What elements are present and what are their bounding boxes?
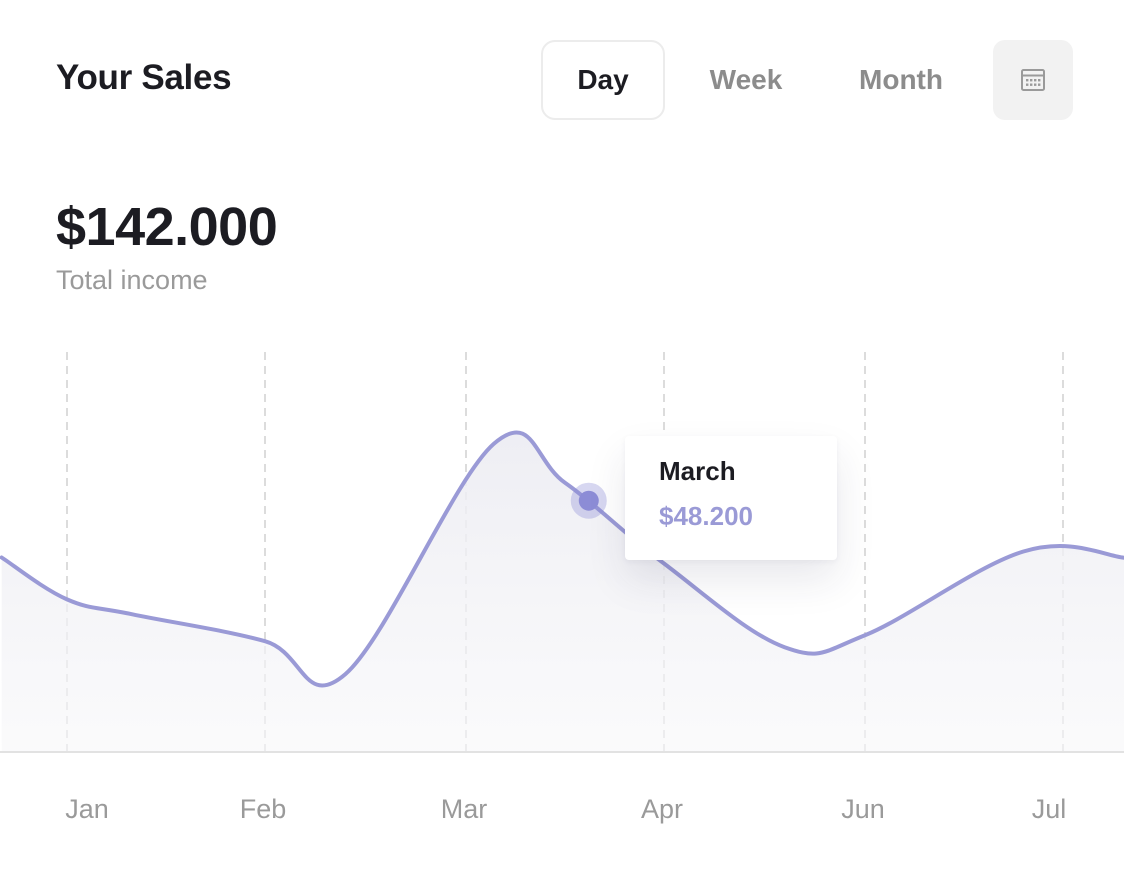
- total-income-value: $142.000: [56, 197, 278, 257]
- x-tick-label-apr: Apr: [641, 794, 683, 824]
- tab-month[interactable]: Month: [859, 64, 943, 95]
- sales-chart: Jan Feb Mar Apr Jun Jul: [0, 352, 1124, 824]
- x-tick-label-feb: Feb: [240, 794, 287, 824]
- highlight-point: [578, 490, 599, 511]
- calendar-button[interactable]: [993, 40, 1073, 120]
- tooltip-label: March: [659, 456, 736, 486]
- x-tick-label-jun: Jun: [841, 794, 885, 824]
- x-tick-label-jan: Jan: [65, 794, 109, 824]
- sales-area-fill: [1, 432, 1124, 752]
- chart-tooltip: March $48.200: [625, 436, 837, 560]
- tooltip-value: $48.200: [659, 501, 753, 531]
- page-title: Your Sales: [56, 58, 232, 97]
- sales-line: [0, 430, 1124, 688]
- x-tick-label-mar: Mar: [441, 794, 488, 824]
- tab-week[interactable]: Week: [709, 64, 783, 95]
- x-tick-label-jul: Jul: [1032, 794, 1067, 824]
- total-income-label: Total income: [56, 265, 208, 295]
- tab-day[interactable]: Day: [541, 40, 665, 120]
- calendar-icon: [1021, 69, 1045, 91]
